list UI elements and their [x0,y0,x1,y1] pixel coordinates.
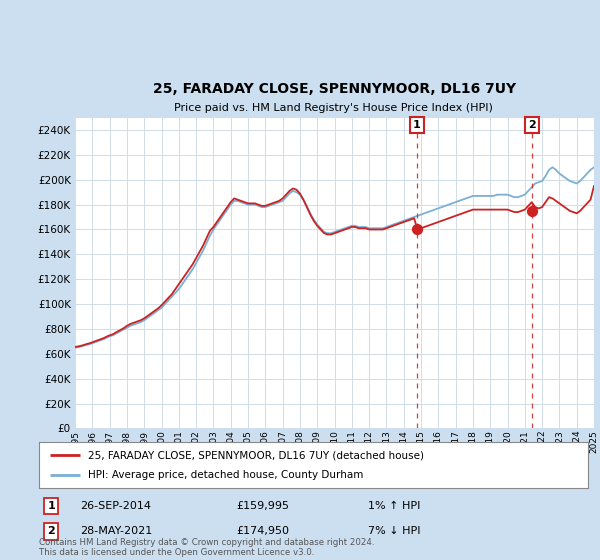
Text: Contains HM Land Registry data © Crown copyright and database right 2024.
This d: Contains HM Land Registry data © Crown c… [39,538,374,557]
Text: 26-SEP-2014: 26-SEP-2014 [80,501,151,511]
Text: 1% ↑ HPI: 1% ↑ HPI [368,501,421,511]
Text: 1: 1 [413,120,421,130]
Text: £174,950: £174,950 [236,526,290,536]
Text: 2: 2 [47,526,55,536]
Text: Price paid vs. HM Land Registry's House Price Index (HPI): Price paid vs. HM Land Registry's House … [173,102,493,113]
Point [412,225,421,234]
Point [527,207,537,216]
Text: 2: 2 [528,120,536,130]
Text: 1: 1 [47,501,55,511]
Text: 25, FARADAY CLOSE, SPENNYMOOR, DL16 7UY (detached house): 25, FARADAY CLOSE, SPENNYMOOR, DL16 7UY … [88,450,424,460]
Text: £159,995: £159,995 [236,501,290,511]
Title: 25, FARADAY CLOSE, SPENNYMOOR, DL16 7UY: 25, FARADAY CLOSE, SPENNYMOOR, DL16 7UY [153,82,516,96]
Text: 28-MAY-2021: 28-MAY-2021 [80,526,152,536]
Text: HPI: Average price, detached house, County Durham: HPI: Average price, detached house, Coun… [88,470,364,480]
Text: 7% ↓ HPI: 7% ↓ HPI [368,526,421,536]
